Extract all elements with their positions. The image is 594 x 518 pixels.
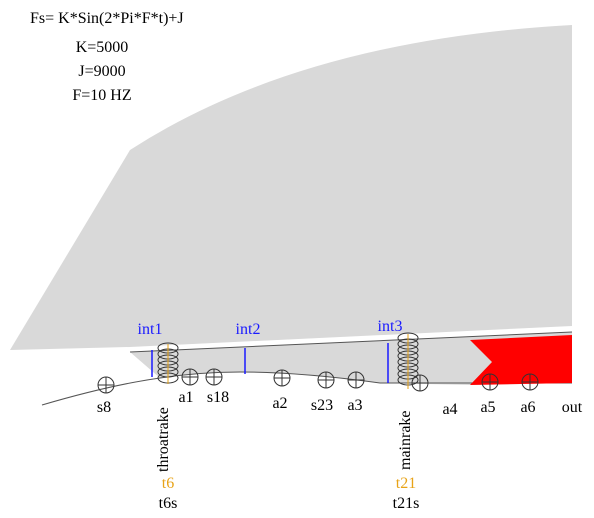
interface-label: int3 xyxy=(378,318,403,335)
station-label: a2 xyxy=(272,395,287,412)
duct-top xyxy=(129,331,573,353)
station-cross xyxy=(182,369,198,385)
station-cross xyxy=(98,377,114,393)
station-cross xyxy=(412,375,428,391)
interface-label: int1 xyxy=(138,321,163,338)
rake-static: t21s xyxy=(393,495,420,512)
station-label: a1 xyxy=(178,389,193,406)
station-label: s18 xyxy=(207,389,229,406)
rake-markers xyxy=(157,332,419,389)
station-label: a4 xyxy=(442,401,457,418)
rake-name: throatrake xyxy=(155,407,172,472)
station-label: a5 xyxy=(480,399,495,416)
rake-probe: t21 xyxy=(396,475,416,492)
station-markers xyxy=(97,368,539,394)
plug xyxy=(470,335,572,385)
duct-bottom xyxy=(41,371,572,406)
station-label: s23 xyxy=(311,397,333,414)
station-cross xyxy=(348,372,364,388)
station-label: a3 xyxy=(347,397,362,414)
station-label: a6 xyxy=(520,399,535,416)
station-label: s8 xyxy=(97,399,111,416)
rake-name: mainrake xyxy=(397,410,414,470)
station-cross xyxy=(318,372,334,388)
station-cross xyxy=(206,369,222,385)
interface-lines xyxy=(151,343,389,383)
station-cross xyxy=(482,374,498,390)
param: J=9000 xyxy=(78,63,125,80)
rake-probe: t6 xyxy=(162,475,174,492)
station-cross xyxy=(274,370,290,386)
param: F=10 HZ xyxy=(72,87,131,104)
rake-static: t6s xyxy=(159,495,178,512)
station-cross xyxy=(522,374,538,390)
station-label: out xyxy=(562,399,583,416)
interface-label: int2 xyxy=(236,321,261,338)
equation: Fs= K*Sin(2*Pi*F*t)+J xyxy=(30,10,184,27)
nacelle xyxy=(10,25,572,350)
param: K=5000 xyxy=(76,39,129,56)
